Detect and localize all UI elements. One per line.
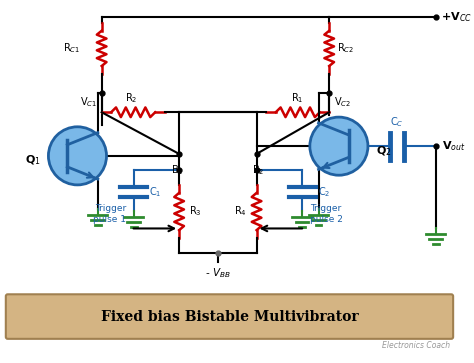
Text: Trigger
pulse 1: Trigger pulse 1 — [93, 204, 126, 224]
Text: R$_{C2}$: R$_{C2}$ — [337, 41, 354, 55]
Text: Electronics Coach: Electronics Coach — [382, 342, 450, 350]
Text: R$_1$: R$_1$ — [291, 91, 303, 105]
Text: C$_2$: C$_2$ — [318, 185, 330, 199]
Text: - V$_{BB}$: - V$_{BB}$ — [205, 266, 231, 280]
Text: Q$_1$: Q$_1$ — [25, 154, 41, 167]
Text: C$_1$: C$_1$ — [149, 185, 162, 199]
Circle shape — [310, 117, 368, 175]
Text: V$_{out}$: V$_{out}$ — [443, 139, 466, 153]
Text: Trigger
pulse 2: Trigger pulse 2 — [310, 204, 343, 224]
Text: +V$_{CC}$: +V$_{CC}$ — [440, 11, 472, 24]
Text: R$_{C1}$: R$_{C1}$ — [63, 41, 81, 55]
Circle shape — [48, 127, 107, 185]
Text: V$_{C2}$: V$_{C2}$ — [334, 95, 351, 109]
Text: R$_3$: R$_3$ — [189, 205, 201, 219]
Text: Q$_2$: Q$_2$ — [376, 144, 392, 158]
Text: V$_{C1}$: V$_{C1}$ — [80, 95, 97, 109]
FancyBboxPatch shape — [6, 294, 453, 339]
Text: B$_2$: B$_2$ — [252, 164, 264, 178]
Text: Fixed bias Bistable Multivibrator: Fixed bias Bistable Multivibrator — [100, 310, 358, 323]
Text: R$_2$: R$_2$ — [125, 91, 137, 105]
Text: C$_C$: C$_C$ — [390, 115, 404, 129]
Text: B$_1$: B$_1$ — [171, 164, 183, 178]
Text: R$_4$: R$_4$ — [234, 205, 247, 219]
